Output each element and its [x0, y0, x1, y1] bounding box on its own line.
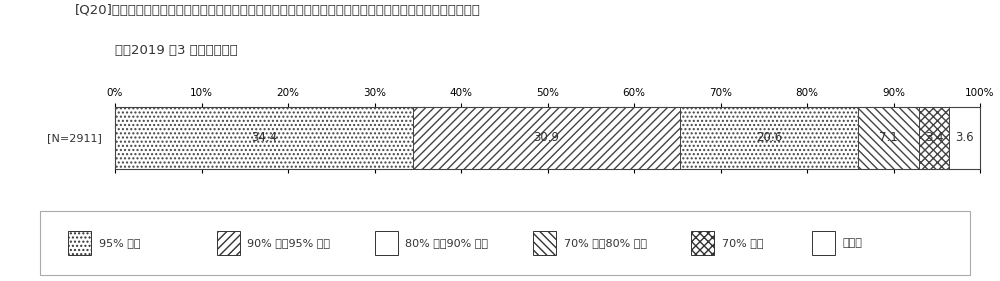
Bar	[115, 107, 413, 169]
Bar	[680, 107, 858, 169]
Bar	[68, 231, 91, 255]
Bar	[691, 231, 714, 255]
Text: 70% 未満: 70% 未満	[722, 238, 763, 248]
Text: 無回答: 無回答	[843, 238, 862, 248]
Text: [Q20]貴社が受託管理している物件の入居状況（概算入居率）について、あてはまるものを一つ選んでくださ: [Q20]貴社が受託管理している物件の入居状況（概算入居率）について、あてはまる…	[75, 4, 481, 17]
Text: 3.6: 3.6	[955, 131, 974, 144]
Bar	[533, 231, 556, 255]
Bar	[949, 107, 980, 169]
Text: 20.6: 20.6	[756, 131, 782, 144]
Bar	[812, 231, 835, 255]
Text: 95% 以上: 95% 以上	[99, 238, 140, 248]
Bar	[413, 107, 680, 169]
Text: 70% 以上80% 未満: 70% 以上80% 未満	[564, 238, 647, 248]
Bar	[858, 107, 919, 169]
Text: [N=2911]: [N=2911]	[47, 133, 102, 143]
Text: い（2019 年3 月末時点）。: い（2019 年3 月末時点）。	[115, 44, 238, 56]
Bar	[375, 231, 398, 255]
Bar	[217, 231, 240, 255]
Text: 34.4: 34.4	[251, 131, 277, 144]
Text: 7.1: 7.1	[879, 131, 898, 144]
Bar	[919, 107, 949, 169]
Text: 80% 以上90% 未満: 80% 以上90% 未満	[405, 238, 488, 248]
Text: 30.9: 30.9	[533, 131, 559, 144]
Text: 90% 以上95% 未満: 90% 以上95% 未満	[247, 238, 330, 248]
Text: 3.4: 3.4	[925, 131, 943, 144]
